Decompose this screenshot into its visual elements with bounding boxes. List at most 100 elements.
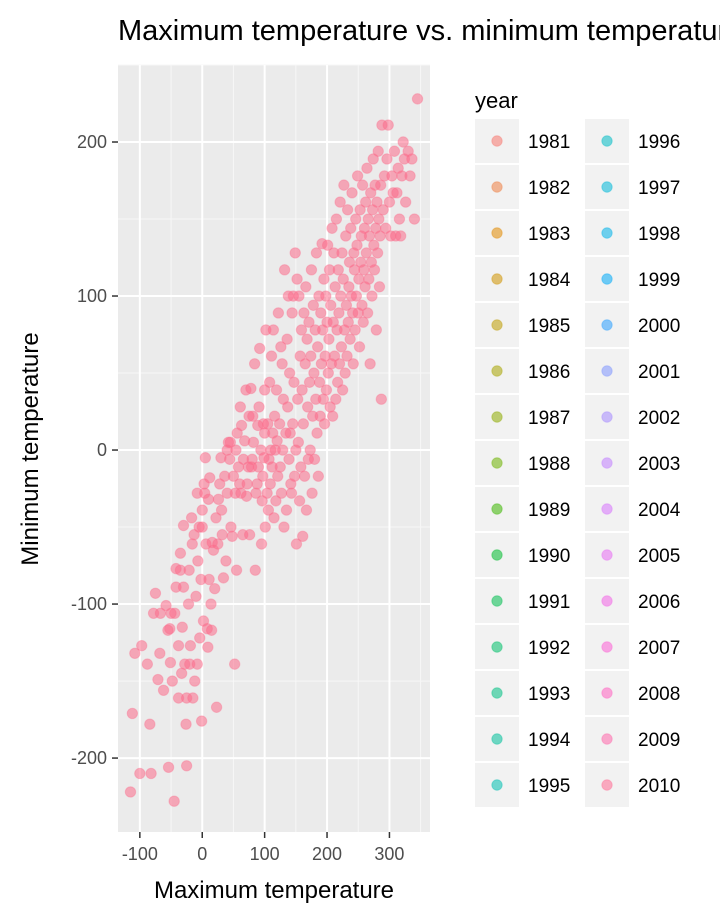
legend-swatch (601, 135, 613, 147)
data-point (339, 367, 351, 379)
data-point (363, 230, 376, 242)
legend-label: 1987 (528, 408, 570, 429)
data-point (338, 179, 350, 191)
data-point (326, 222, 338, 234)
data-point (235, 419, 248, 432)
data-point (196, 504, 208, 516)
legend-swatch (491, 687, 503, 699)
data-point (350, 290, 363, 302)
legend-label: 2010 (638, 776, 680, 797)
data-point (268, 512, 280, 524)
legend-swatch (601, 549, 613, 561)
data-point (397, 136, 409, 148)
data-point (312, 470, 325, 482)
data-point (180, 760, 193, 772)
data-point (336, 247, 348, 259)
legend-label: 1989 (528, 500, 570, 521)
x-tick-label: 0 (197, 844, 207, 864)
legend-swatch (601, 319, 613, 331)
data-point (124, 786, 137, 798)
data-point (323, 333, 335, 345)
data-point (210, 512, 222, 524)
data-point (366, 290, 378, 302)
data-point (169, 607, 181, 619)
data-point (234, 401, 247, 413)
data-point (294, 350, 306, 362)
data-point (187, 692, 199, 704)
legend-label: 1996 (638, 132, 680, 153)
legend-label: 2004 (638, 500, 681, 521)
data-point (351, 239, 363, 251)
data-point (335, 290, 347, 302)
data-point (336, 384, 349, 396)
legend-swatch (601, 227, 613, 239)
data-point (247, 410, 259, 422)
y-tick-label: 100 (77, 286, 107, 306)
data-point (278, 521, 290, 533)
data-point (240, 490, 253, 502)
legend-label: 1982 (528, 178, 570, 199)
legend-label: 1992 (528, 638, 570, 659)
data-point (391, 187, 403, 199)
legend-label: 1981 (528, 132, 570, 153)
data-point (192, 555, 204, 567)
data-point (160, 599, 172, 612)
data-point (145, 767, 157, 780)
data-point (306, 487, 318, 499)
y-axis-title: Minimum temperature (17, 332, 44, 565)
data-point (358, 264, 370, 276)
y-tick-label: -100 (71, 594, 107, 614)
data-point (209, 582, 221, 595)
data-point (308, 367, 320, 379)
data-point (220, 555, 232, 567)
data-point (333, 358, 346, 370)
data-point (249, 564, 261, 576)
data-point (136, 639, 148, 652)
data-point (216, 529, 228, 541)
data-point (257, 470, 269, 482)
data-point (286, 307, 298, 319)
data-point (308, 453, 321, 465)
data-point (298, 470, 311, 482)
legend-swatch (601, 411, 613, 423)
legend-swatch (491, 411, 503, 423)
data-point (149, 587, 162, 599)
legend-label: 2009 (638, 730, 680, 751)
data-point (346, 187, 358, 199)
legend-swatch (491, 227, 503, 239)
legend-swatch (601, 595, 613, 607)
data-point (345, 222, 357, 234)
data-point (288, 470, 301, 482)
data-point (343, 281, 355, 293)
legend-swatch (601, 641, 613, 653)
legend-label: 1991 (528, 592, 570, 613)
data-point (154, 647, 166, 660)
data-point (144, 718, 156, 730)
data-point (164, 622, 176, 635)
data-point (303, 316, 315, 328)
data-point (248, 358, 261, 370)
data-point (226, 530, 238, 542)
data-point (203, 573, 215, 586)
data-point (364, 358, 376, 370)
data-point (129, 647, 141, 660)
data-point (358, 222, 371, 234)
legend-swatch (491, 181, 503, 193)
data-point (273, 418, 286, 430)
data-point (168, 795, 180, 807)
legend-swatch (491, 549, 503, 561)
grid-major (118, 65, 430, 832)
data-point (349, 324, 361, 336)
data-point (212, 493, 225, 506)
legend-swatch (601, 687, 613, 699)
data-point (325, 299, 337, 311)
data-point (337, 273, 349, 285)
data-point (212, 538, 224, 550)
legend-swatch (601, 733, 613, 745)
data-point (295, 461, 307, 473)
x-tick-label: 200 (312, 844, 342, 864)
data-point (333, 307, 345, 319)
data-point (204, 472, 216, 484)
legend-label: 2008 (638, 684, 680, 705)
